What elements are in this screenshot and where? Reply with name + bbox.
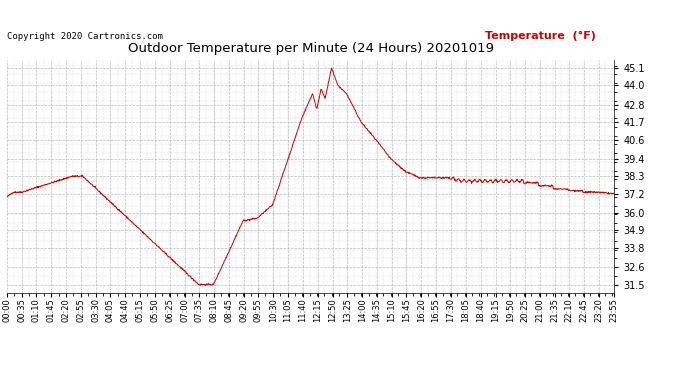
Title: Outdoor Temperature per Minute (24 Hours) 20201019: Outdoor Temperature per Minute (24 Hours… (128, 42, 493, 55)
Text: Temperature  (°F): Temperature (°F) (485, 32, 596, 41)
Text: Copyright 2020 Cartronics.com: Copyright 2020 Cartronics.com (7, 32, 163, 41)
